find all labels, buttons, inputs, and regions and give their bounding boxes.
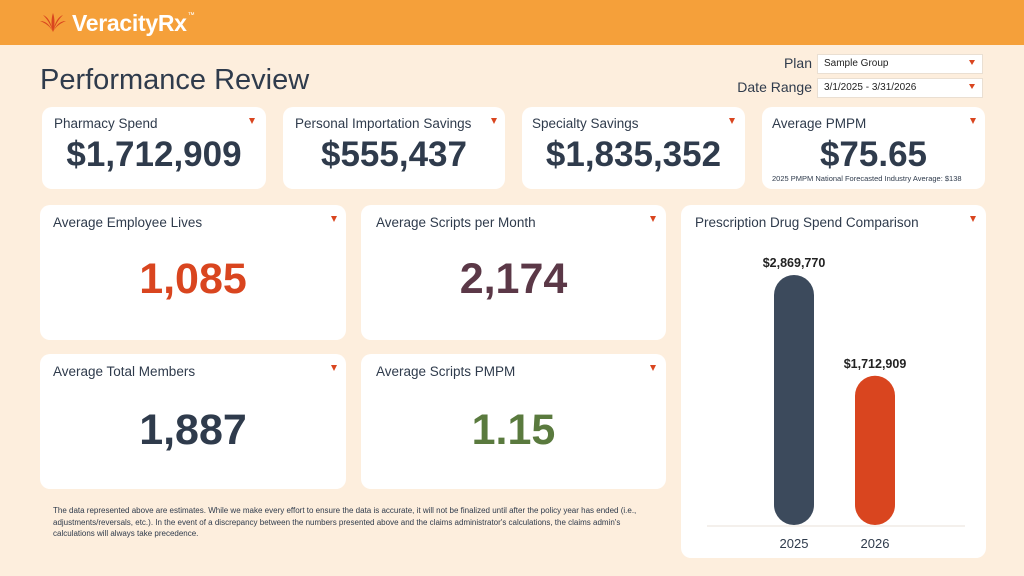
specialty-savings-menu-icon[interactable]	[729, 118, 735, 124]
importation-savings-value: $555,437	[321, 135, 467, 174]
pharmacy-spend-menu-icon[interactable]	[249, 118, 255, 124]
scripts-per-month-title: Average Scripts per Month	[376, 215, 536, 230]
scripts-pmpm-title: Average Scripts PMPM	[376, 364, 516, 379]
page-title: Performance Review	[40, 64, 310, 96]
average-pmpm-note: 2025 PMPM National Forecasted Industry A…	[772, 174, 962, 183]
date-range-dropdown-icon	[969, 84, 975, 89]
brand-name: VeracityRx	[72, 9, 187, 36]
brand-trademark: ™	[187, 12, 195, 19]
pharmacy-spend-card[interactable]: Pharmacy Spend $1,712,909	[42, 107, 266, 189]
spend-comparison-card[interactable]: Prescription Drug Spend Comparison $2,86…	[681, 205, 986, 558]
employee-lives-menu-icon[interactable]	[331, 216, 337, 222]
importation-savings-card[interactable]: Personal Importation Savings $555,437	[283, 107, 505, 189]
specialty-savings-value: $1,835,352	[545, 135, 722, 174]
date-range-select[interactable]: 3/1/2025 - 3/31/2026	[817, 78, 983, 98]
importation-savings-title: Personal Importation Savings	[295, 116, 472, 131]
average-pmpm-card[interactable]: Average PMPM $75.65 2025 PMPM National F…	[762, 107, 985, 189]
bar-2026[interactable]	[855, 375, 895, 525]
top-header-bar: VeracityRx ™	[0, 0, 1024, 45]
x-tick-label-2026: 2026	[861, 536, 890, 551]
bar-value-label-2025: $2,869,770	[763, 256, 826, 270]
scripts-per-month-value: 2,174	[459, 255, 568, 303]
pharmacy-spend-title: Pharmacy Spend	[54, 116, 158, 131]
bar-2025[interactable]	[774, 275, 814, 525]
plan-select[interactable]: Sample Group	[817, 54, 983, 74]
pharmacy-spend-value: $1,712,909	[66, 135, 242, 174]
average-pmpm-menu-icon[interactable]	[970, 118, 976, 124]
x-tick-label-2025: 2025	[780, 536, 809, 551]
brand-logo[interactable]: VeracityRx ™	[38, 9, 195, 37]
disclaimer-text: The data represented above are estimates…	[53, 506, 637, 538]
total-members-card[interactable]: Average Total Members 1,887	[40, 354, 346, 489]
scripts-pmpm-value: 1.15	[471, 406, 556, 454]
spend-comparison-chart: $2,869,770 2025 $1,712,909 2026	[707, 256, 965, 551]
employee-lives-value: 1,085	[139, 255, 247, 303]
scripts-pmpm-card[interactable]: Average Scripts PMPM 1.15	[361, 354, 666, 489]
importation-savings-menu-icon[interactable]	[491, 118, 497, 124]
scripts-per-month-menu-icon[interactable]	[650, 216, 656, 222]
employee-lives-title: Average Employee Lives	[53, 215, 203, 230]
plan-dropdown-icon	[969, 60, 975, 65]
total-members-value: 1,887	[139, 406, 247, 454]
plan-select-value: Sample Group	[824, 58, 889, 69]
total-members-title: Average Total Members	[53, 364, 196, 379]
spend-comparison-title: Prescription Drug Spend Comparison	[695, 215, 919, 230]
specialty-savings-title: Specialty Savings	[532, 116, 639, 131]
logo-mark-icon	[40, 13, 66, 32]
total-members-menu-icon[interactable]	[331, 365, 337, 371]
bar-value-label-2026: $1,712,909	[844, 357, 907, 371]
average-pmpm-title: Average PMPM	[772, 116, 867, 131]
spend-comparison-menu-icon[interactable]	[970, 216, 976, 222]
plan-filter-label: Plan	[783, 55, 812, 71]
date-range-select-value: 3/1/2025 - 3/31/2026	[824, 82, 917, 93]
employee-lives-card[interactable]: Average Employee Lives 1,085	[40, 205, 346, 340]
date-range-filter-label: Date Range	[737, 79, 812, 95]
specialty-savings-card[interactable]: Specialty Savings $1,835,352	[522, 107, 745, 189]
scripts-per-month-card[interactable]: Average Scripts per Month 2,174	[361, 205, 666, 340]
average-pmpm-value: $75.65	[819, 135, 928, 174]
scripts-pmpm-menu-icon[interactable]	[650, 365, 656, 371]
